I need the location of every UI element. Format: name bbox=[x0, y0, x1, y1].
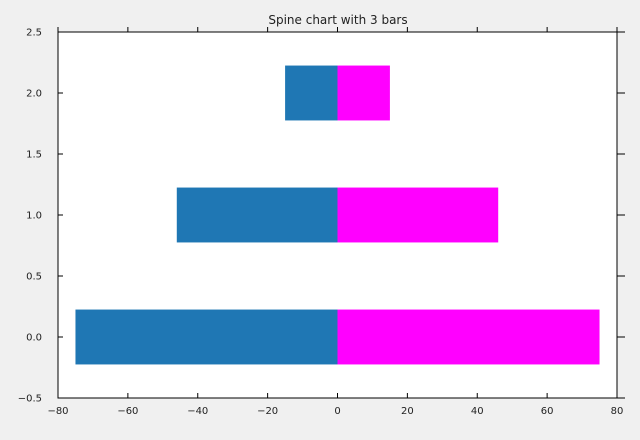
y-tick-label: 0.5 bbox=[26, 272, 42, 283]
y-tick-label: 1.5 bbox=[26, 150, 42, 161]
chart-title: Spine chart with 3 bars bbox=[268, 13, 407, 27]
bar-series-1-cat-1 bbox=[337, 187, 499, 243]
x-tick-label: −60 bbox=[117, 406, 138, 417]
y-tick-label: 1.0 bbox=[26, 211, 42, 222]
axes-group: −80 −60 −40 −20 0 20 40 60 80 −0.5 0.0 0.5 1.0 1.5 2.0… bbox=[18, 27, 625, 417]
x-tick-label: 80 bbox=[611, 406, 624, 417]
x-tick-label: −40 bbox=[187, 406, 208, 417]
x-tick-label: 40 bbox=[471, 406, 484, 417]
y-tick-label: 2.5 bbox=[26, 28, 42, 39]
bar-series-0-cat-1 bbox=[176, 187, 338, 243]
bar-series-1-cat-2 bbox=[337, 65, 390, 121]
y-tick-label: 0.0 bbox=[26, 333, 42, 344]
y-tick-label: 2.0 bbox=[26, 89, 42, 100]
bars-group bbox=[75, 65, 600, 365]
bar-series-0-cat-2 bbox=[285, 65, 338, 121]
x-tick-label: 60 bbox=[541, 406, 554, 417]
bar-series-1-cat-0 bbox=[337, 309, 600, 365]
x-tick-label: −20 bbox=[257, 406, 278, 417]
x-tick-label: 20 bbox=[401, 406, 414, 417]
bar-series-0-cat-0 bbox=[75, 309, 338, 365]
x-tick-label: 0 bbox=[334, 406, 340, 417]
y-tick-label: −0.5 bbox=[18, 394, 42, 405]
x-tick-label: −80 bbox=[47, 406, 68, 417]
